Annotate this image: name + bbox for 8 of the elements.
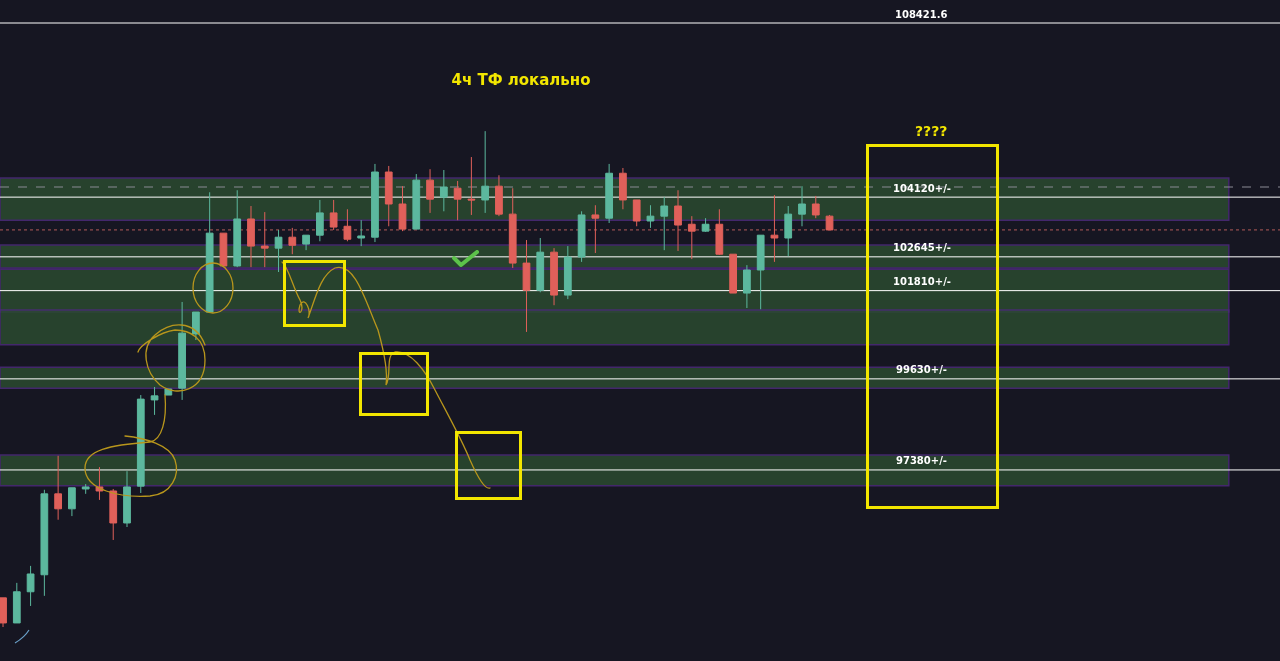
ref-line-label: 99630+/- bbox=[896, 364, 947, 375]
ref-line-label: 104120+/- bbox=[893, 183, 951, 194]
ref-line-label: 101810+/- bbox=[893, 276, 951, 287]
ref-line-label: 97380+/- bbox=[896, 455, 947, 466]
text: 4ч ТФ локально bbox=[451, 71, 591, 90]
ref-line-label: 102645+/- bbox=[893, 242, 951, 253]
ref-line-label: 108421.6 bbox=[895, 9, 948, 20]
text: ???? bbox=[915, 123, 948, 139]
